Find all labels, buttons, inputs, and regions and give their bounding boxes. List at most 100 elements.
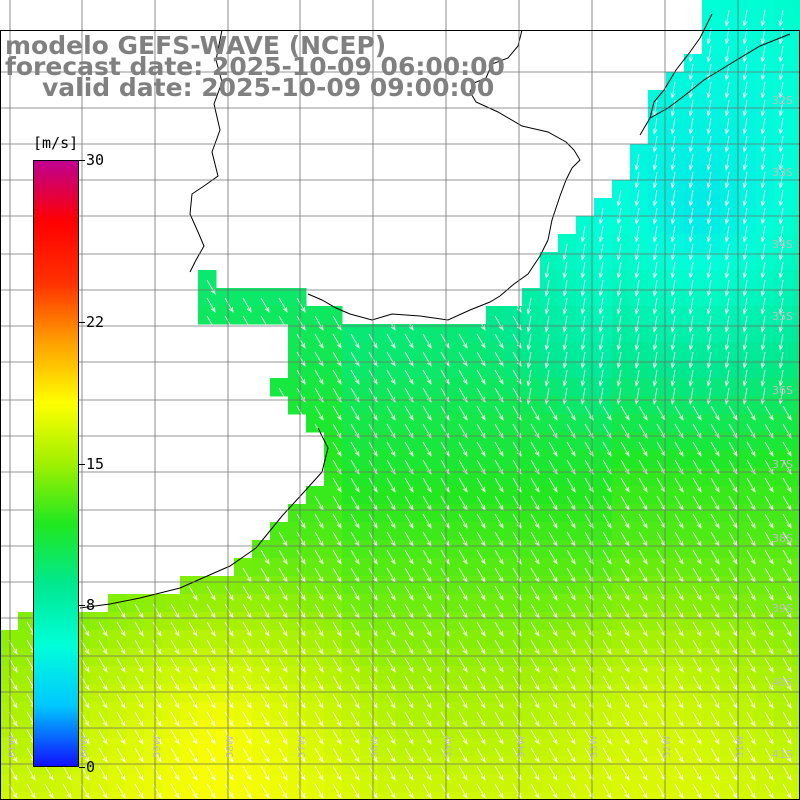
wind-arrow (602, 549, 612, 565)
wind-speed-cell (576, 666, 595, 685)
wind-arrow (224, 585, 234, 601)
wind-arrow-head (606, 558, 612, 565)
wind-arrow (296, 783, 306, 799)
wind-arrow (674, 783, 684, 799)
wind-arrow-head (300, 756, 306, 763)
wind-speed-cell (360, 558, 379, 577)
wind-arrow-head (642, 756, 648, 763)
wind-arrow (638, 693, 648, 709)
wind-arrow (422, 639, 432, 655)
wind-arrow-head (174, 702, 180, 709)
wind-arrow (692, 621, 702, 637)
wind-speed-cell (684, 252, 703, 271)
wind-speed-cell (702, 450, 721, 469)
wind-speed-cell (414, 468, 433, 487)
wind-arrow-head (732, 630, 738, 637)
wind-arrow-head (724, 20, 730, 27)
wind-arrow-head (580, 344, 586, 351)
wind-speed-cell (774, 522, 793, 541)
wind-speed-cell (594, 270, 613, 289)
wind-speed-cell (486, 558, 505, 577)
wind-speed-cell (450, 360, 469, 379)
wind-arrow-head (318, 414, 324, 421)
wind-arrow-head (300, 414, 306, 421)
wind-speed-cell (144, 720, 163, 739)
wind-speed-cell (612, 324, 631, 343)
wind-speed-cell (234, 792, 253, 800)
wind-arrow (689, 225, 694, 242)
wind-arrow (350, 639, 360, 655)
wind-speed-cell (414, 648, 433, 667)
wind-arrow-head (210, 306, 216, 313)
wind-arrow (761, 351, 766, 368)
wind-arrow-head (300, 738, 306, 745)
wind-arrow (656, 693, 666, 709)
wind-arrow-head (778, 164, 784, 171)
wind-arrow-head (318, 792, 324, 799)
wind-arrow (512, 405, 522, 421)
wind-arrow (296, 639, 306, 655)
wind-speed-cell (756, 774, 775, 793)
wind-speed-cell (0, 684, 19, 703)
wind-arrow-head (498, 702, 504, 709)
wind-arrow (512, 711, 522, 727)
wind-arrow (764, 441, 774, 457)
wind-arrow (404, 531, 414, 547)
wind-arrow (260, 675, 270, 691)
wind-speed-cell (558, 486, 577, 505)
wind-speed-cell (594, 234, 613, 253)
wind-speed-cell (378, 468, 397, 487)
wind-arrow (602, 531, 612, 547)
wind-arrow-head (120, 702, 126, 709)
wind-arrow-head (318, 648, 324, 655)
wind-arrow (656, 585, 666, 601)
wind-speed-cell (306, 522, 325, 541)
wind-arrow (440, 459, 450, 475)
wind-speed-cell (792, 270, 800, 289)
wind-speed-cell (756, 342, 775, 361)
wind-arrow-head (706, 290, 712, 297)
wind-arrow-head (84, 792, 90, 799)
wind-arrow (563, 297, 568, 314)
wind-speed-cell (576, 432, 595, 451)
wind-speed-cell (576, 486, 595, 505)
wind-arrow (761, 153, 766, 170)
wind-arrow-head (750, 450, 756, 457)
wind-arrow-head (246, 774, 252, 781)
wind-arrow-head (156, 738, 162, 745)
wind-speed-cell (414, 522, 433, 541)
wind-speed-cell (324, 432, 343, 451)
wind-speed-cell (774, 288, 793, 307)
wind-arrow-head (724, 218, 730, 225)
wind-speed-cell (234, 684, 253, 703)
wind-speed-cell (360, 378, 379, 397)
wind-arrow (440, 531, 450, 547)
wind-arrow (689, 387, 694, 404)
wind-speed-cell (540, 360, 559, 379)
wind-speed-cell (432, 630, 451, 649)
wind-arrow (689, 351, 694, 368)
wind-speed-cell (630, 252, 649, 271)
wind-speed-cell (630, 684, 649, 703)
wind-arrow-head (228, 774, 234, 781)
wind-arrow (617, 225, 622, 242)
wind-arrow (548, 423, 558, 439)
wind-speed-cell (594, 540, 613, 559)
wind-speed-cell (342, 576, 361, 595)
wind-speed-cell (612, 720, 631, 739)
wind-speed-cell (522, 324, 541, 343)
wind-arrow-head (670, 308, 676, 315)
wind-arrow (746, 567, 756, 583)
wind-arrow-head (652, 164, 658, 171)
wind-speed-cell (684, 522, 703, 541)
wind-arrow-head (670, 218, 676, 225)
wind-arrow (458, 729, 468, 745)
wind-arrow-head (624, 666, 630, 673)
wind-speed-cell (792, 666, 800, 685)
wind-arrow (314, 513, 324, 529)
wind-arrow-head (634, 218, 640, 225)
wind-speed-cell (666, 288, 685, 307)
wind-arrow-head (390, 702, 396, 709)
wind-speed-cell (468, 522, 487, 541)
wind-speed-cell (684, 144, 703, 163)
